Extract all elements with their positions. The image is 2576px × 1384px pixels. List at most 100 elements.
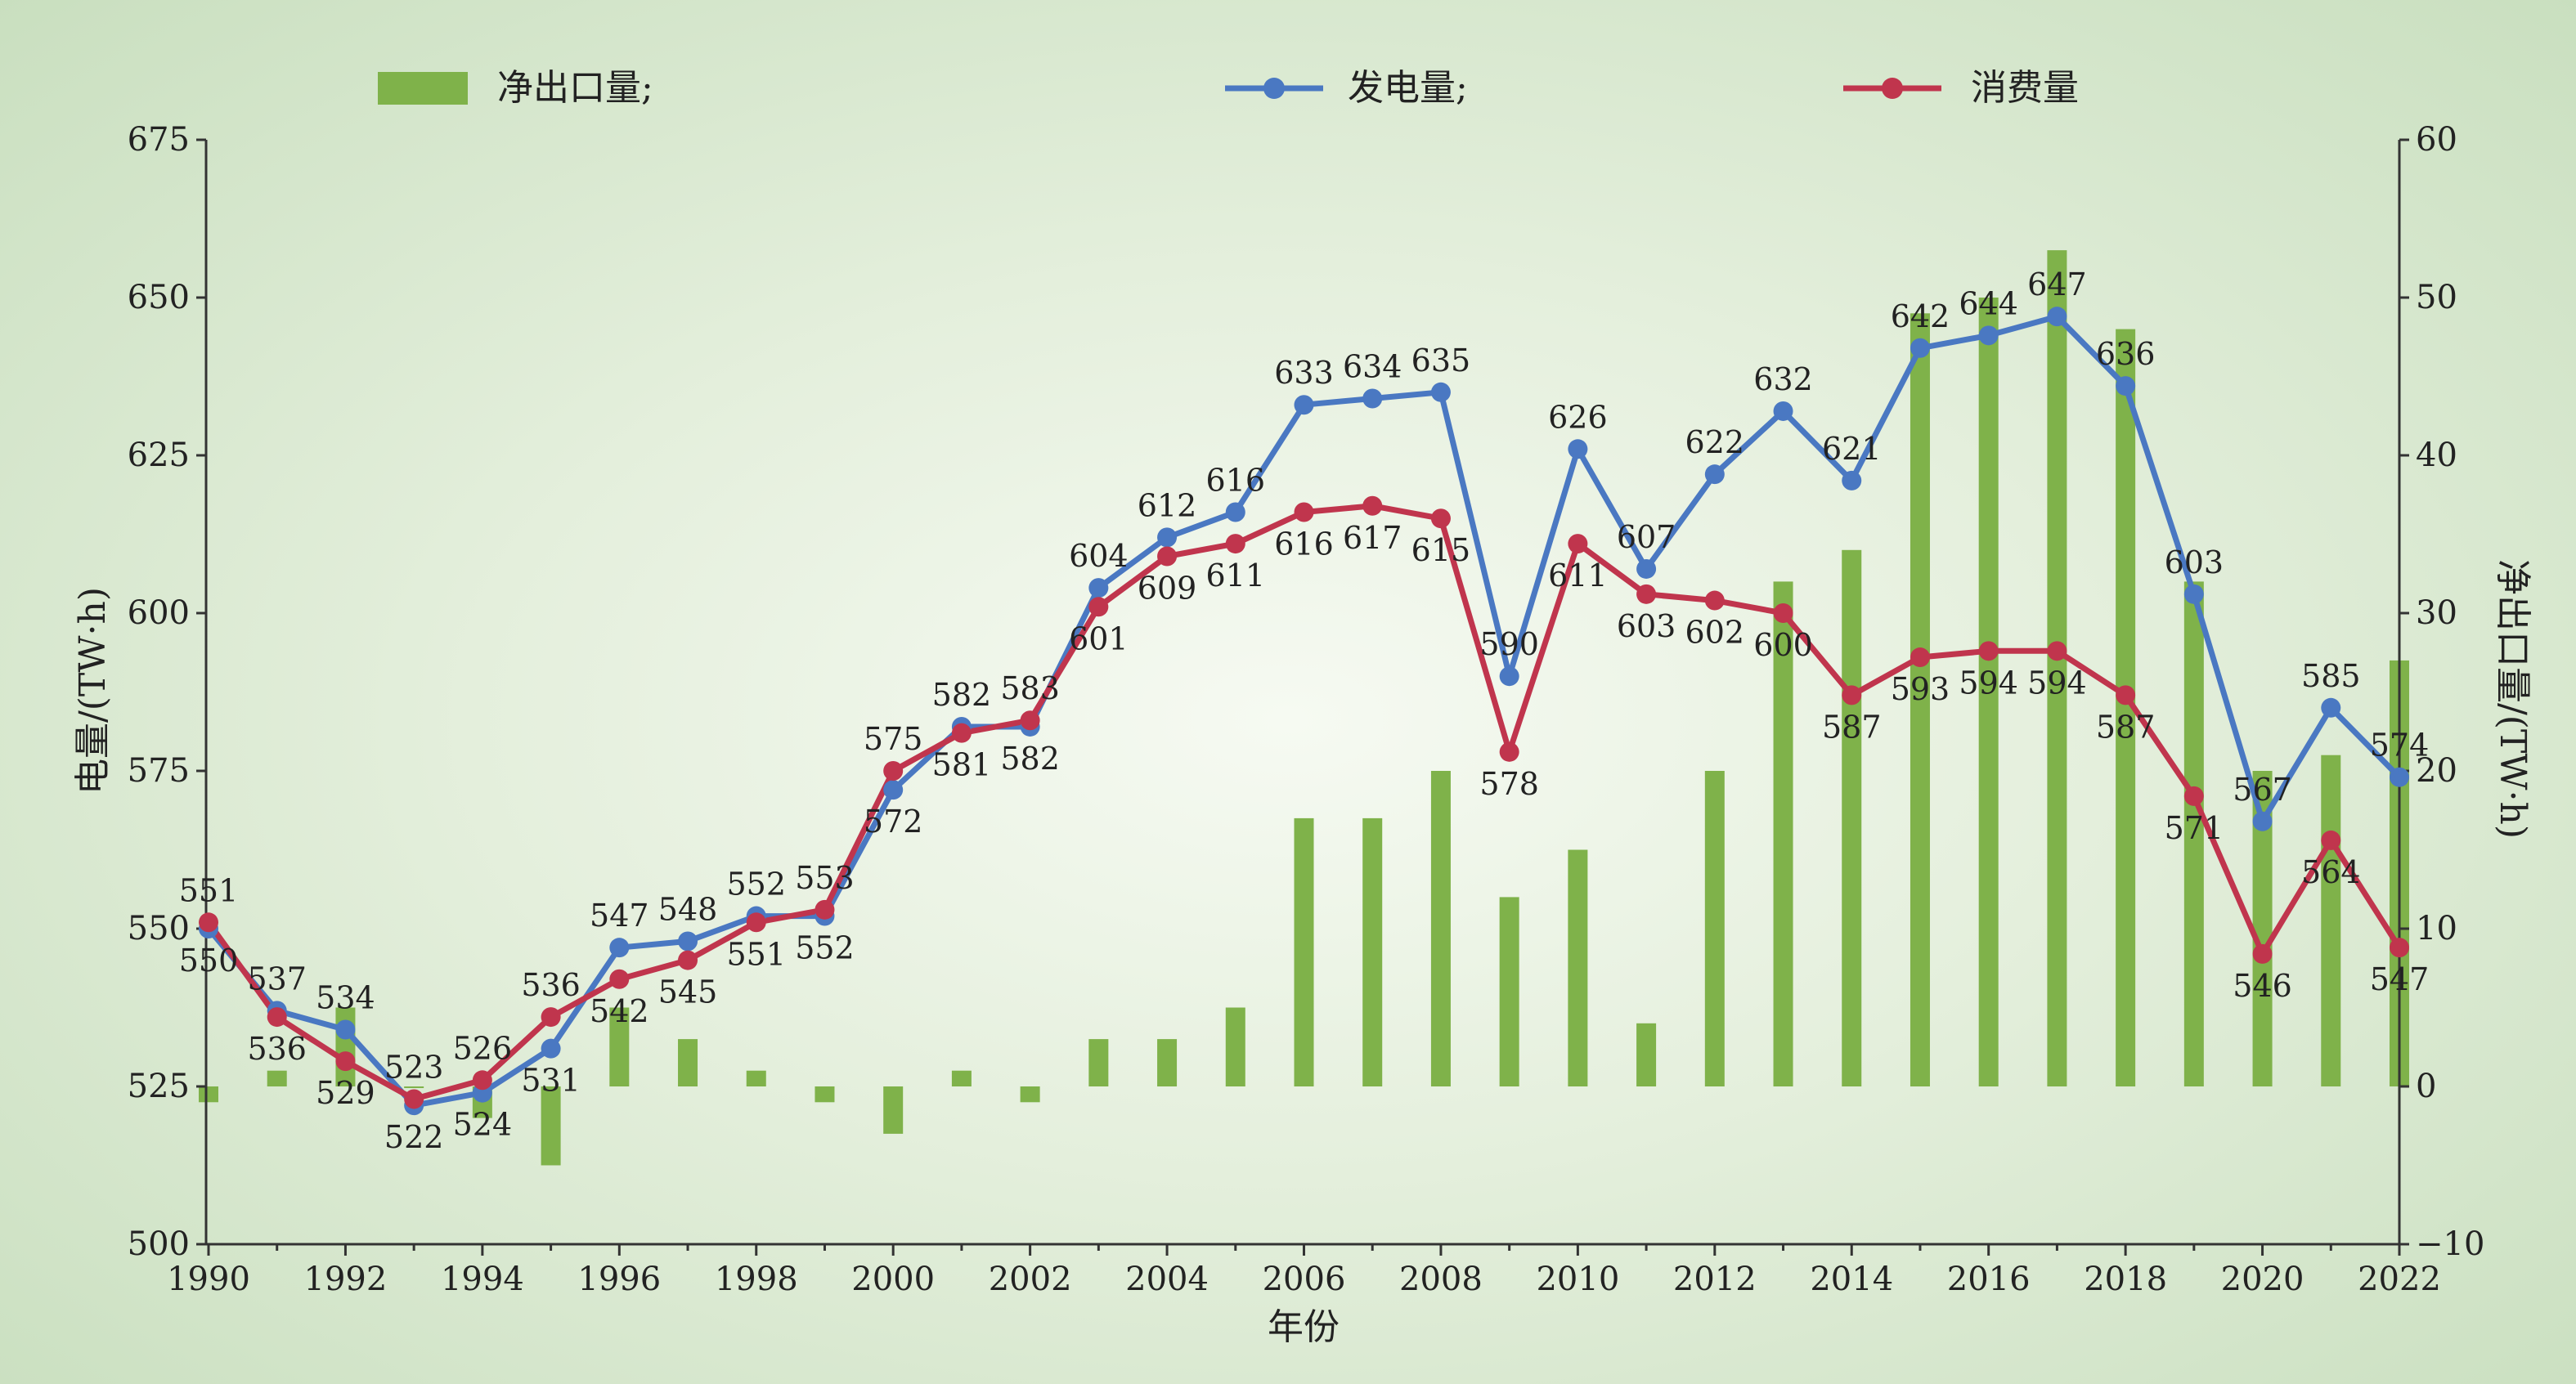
net-export-bar xyxy=(609,1007,630,1086)
y2-tick-label: 50 xyxy=(2416,279,2457,316)
consumption-point xyxy=(199,912,218,933)
net-export-bar xyxy=(404,1086,424,1088)
consumption-data-label: 615 xyxy=(1411,532,1471,568)
series-points xyxy=(199,307,2409,1116)
consumption-data-label: 593 xyxy=(1891,671,1950,707)
legend-swatch-net-export xyxy=(378,72,468,105)
consumption-data-label: 594 xyxy=(1959,665,2018,701)
x-tick-label: 1994 xyxy=(441,1261,524,1298)
generation-data-label: 582 xyxy=(932,677,992,713)
consumption-point xyxy=(335,1051,356,1072)
y-tick-label: 600 xyxy=(128,594,190,632)
consumption-point xyxy=(2183,786,2204,806)
consumption-point xyxy=(815,899,835,920)
x-tick-label: 2000 xyxy=(851,1261,935,1298)
generation-point xyxy=(883,780,904,800)
consumption-point xyxy=(1568,534,1588,554)
y-tick-label: 550 xyxy=(128,910,190,947)
generation-data-label: 567 xyxy=(2233,772,2292,808)
generation-data-label: 634 xyxy=(1343,349,1402,385)
consumption-data-label: 551 xyxy=(179,872,239,908)
consumption-point xyxy=(1842,685,1862,705)
consumption-point xyxy=(2047,641,2067,661)
generation-data-label: 522 xyxy=(384,1119,444,1155)
net-export-bar xyxy=(1773,581,1793,1086)
consumption-point xyxy=(1773,603,1793,623)
consumption-data-label: 553 xyxy=(795,860,855,896)
generation-point xyxy=(2047,307,2067,327)
net-export-bar xyxy=(199,1086,218,1103)
generation-point xyxy=(678,931,698,952)
net-export-bar xyxy=(541,1086,561,1166)
consumption-data-label: 542 xyxy=(590,993,649,1029)
generation-data-label: 547 xyxy=(590,898,649,934)
consumption-data-label: 611 xyxy=(1548,558,1608,593)
x-tick-label: 2008 xyxy=(1399,1261,1483,1298)
x-tick-label: 2010 xyxy=(1536,1261,1619,1298)
consumption-data-label: 536 xyxy=(521,967,581,1003)
generation-point xyxy=(2183,584,2204,604)
net-export-bar xyxy=(815,1086,835,1103)
generation-data-label: 552 xyxy=(795,930,855,966)
net-export-bar xyxy=(883,1086,904,1134)
generation-data-label: 550 xyxy=(179,943,239,979)
generation-data-label: 621 xyxy=(1822,431,1882,467)
consumption-point xyxy=(541,1007,561,1028)
generation-data-label: 585 xyxy=(2301,658,2361,694)
consumption-point xyxy=(1430,508,1451,529)
net-export-bar xyxy=(1842,549,1862,1086)
generation-data-label: 632 xyxy=(1753,361,1813,397)
x-tick-label: 2006 xyxy=(1263,1261,1346,1298)
y-tick-label: 500 xyxy=(128,1225,190,1263)
net-export-bar xyxy=(1568,849,1588,1086)
net-export-bar xyxy=(1157,1039,1178,1086)
consumption-point xyxy=(267,1007,287,1028)
y-tick-label: 625 xyxy=(128,437,190,474)
net-export-bar xyxy=(1362,817,1383,1086)
generation-data-label: 534 xyxy=(316,980,375,1016)
generation-point xyxy=(1362,388,1383,409)
consumption-data-label: 564 xyxy=(2301,854,2361,890)
consumption-data-label: 587 xyxy=(1822,709,1882,745)
consumption-point xyxy=(1910,647,1930,668)
generation-data-label: 603 xyxy=(2165,544,2224,580)
x-axis-title: 年份 xyxy=(1268,1306,1340,1348)
y-tick-label: 650 xyxy=(128,279,190,316)
generation-data-label: 635 xyxy=(1411,343,1471,378)
net-export-bar xyxy=(1225,1007,1245,1086)
consumption-data-label: 529 xyxy=(316,1075,375,1111)
generation-point xyxy=(1910,338,1930,358)
consumption-point xyxy=(1088,597,1109,617)
consumption-point xyxy=(609,969,630,989)
data-labels: 5505515375365345295225235245265315365475… xyxy=(179,266,2430,1155)
legend-label-net-export: 净出口量; xyxy=(497,67,653,109)
generation-data-label: 636 xyxy=(2096,336,2156,372)
net-export-bar xyxy=(1636,1023,1657,1086)
consumption-point xyxy=(1499,741,1519,762)
consumption-data-label: 578 xyxy=(1479,766,1539,802)
generation-point xyxy=(1225,502,1245,522)
consumption-point xyxy=(2321,830,2341,850)
generation-point xyxy=(1773,401,1793,421)
consumption-data-label: 583 xyxy=(1000,670,1060,706)
generation-point xyxy=(541,1038,561,1059)
legend-label-consumption: 消费量 xyxy=(1971,67,2079,109)
generation-point xyxy=(609,938,630,958)
x-tick-label: 2020 xyxy=(2221,1261,2304,1298)
generation-point xyxy=(1568,439,1588,459)
x-tick-label: 2002 xyxy=(989,1261,1072,1298)
net-export-bar xyxy=(1088,1039,1109,1086)
net-export-bar xyxy=(1910,313,1930,1086)
consumption-point xyxy=(883,761,904,781)
net-export-bar xyxy=(1430,771,1451,1086)
x-tick-label: 2012 xyxy=(1673,1261,1757,1298)
consumption-data-label: 547 xyxy=(2370,961,2430,997)
consumption-point xyxy=(678,950,698,970)
generation-point xyxy=(335,1019,356,1040)
consumption-point xyxy=(1704,590,1725,611)
generation-point xyxy=(2252,811,2273,831)
generation-data-label: 524 xyxy=(453,1107,513,1143)
generation-point xyxy=(1157,527,1178,548)
generation-data-label: 644 xyxy=(1959,285,2018,321)
